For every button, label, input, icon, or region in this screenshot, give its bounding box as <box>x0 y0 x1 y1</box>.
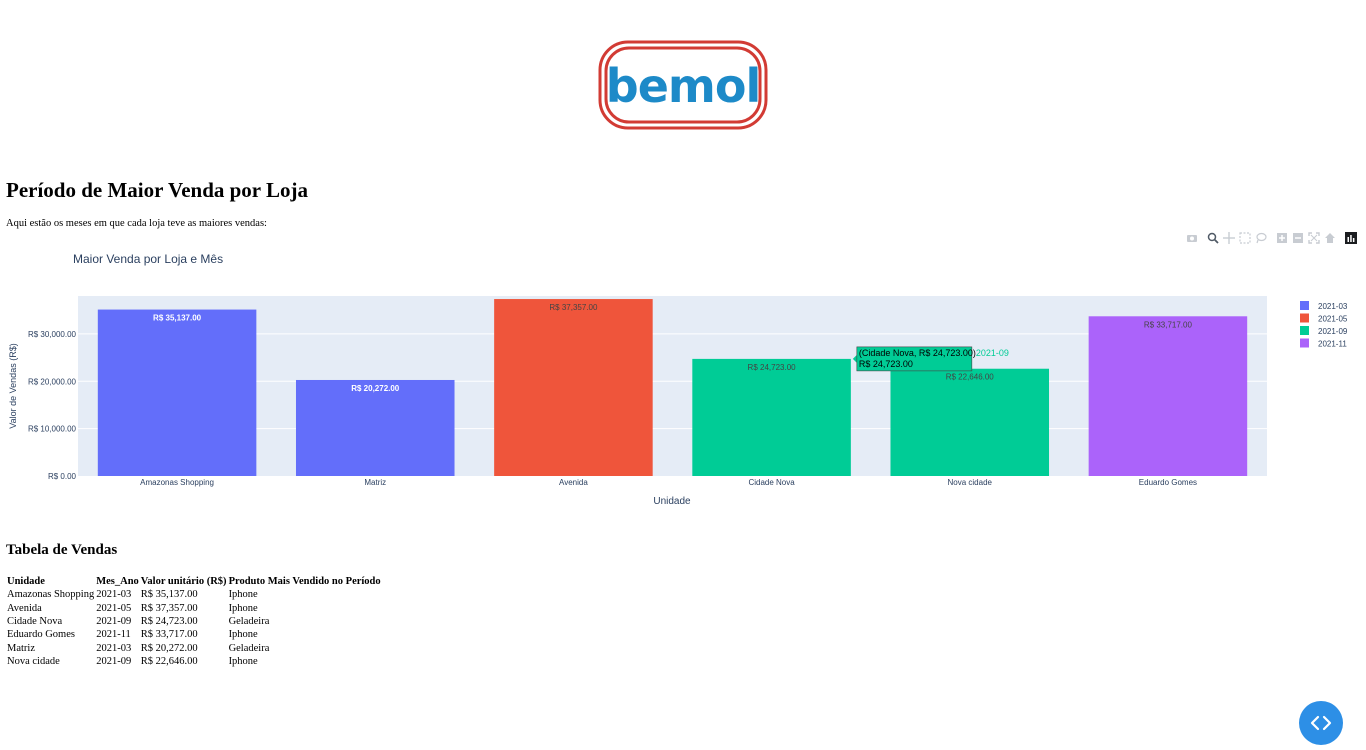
cell-produto: Iphone <box>228 602 258 614</box>
cell-mes-ano: 2021-03 <box>96 589 132 601</box>
bar-amazonas-shopping[interactable] <box>97 309 257 476</box>
chart-title: Maior Venda por Loja e Mês <box>73 252 223 266</box>
cell-valor: R$ 33,717.00 <box>140 629 198 641</box>
camera-icon[interactable] <box>1186 231 1198 249</box>
cell-unidade: Nova cidade <box>7 656 60 668</box>
cell-mes-ano: 2021-09 <box>96 615 132 627</box>
hover-tooltip: (Cidade Nova, R$ 24,723.00) R$ 24,723.00… <box>852 346 1009 372</box>
hover-line-1: (Cidade Nova, R$ 24,723.00) <box>859 348 976 358</box>
header-valor: Valor unitário (R$) <box>140 575 227 587</box>
header-unidade: Unidade <box>7 575 45 587</box>
bar-matriz[interactable] <box>295 379 455 476</box>
bar-avenida[interactable] <box>494 299 653 476</box>
cell-unidade: Matriz <box>7 642 35 654</box>
cell-produto: Iphone <box>228 629 258 641</box>
plot-area <box>78 296 1267 476</box>
bemol-logo: bemol <box>598 40 768 130</box>
table-header-row: Unidade Mes_Ano Valor unitário (R$) Prod… <box>6 574 382 588</box>
bar-value-label: R$ 20,272.00 <box>351 384 400 393</box>
cell-valor: R$ 22,646.00 <box>140 656 198 668</box>
table-row: Eduardo Gomes 2021-11 R$ 33,717.00 Iphon… <box>6 628 382 641</box>
table-row: Amazonas Shopping 2021-03 R$ 35,137.00 I… <box>6 588 382 601</box>
cell-mes-ano: 2021-05 <box>96 602 132 614</box>
y-tick-label: R$ 30,000.00 <box>28 330 77 339</box>
x-axis-title: Unidade <box>653 496 691 507</box>
y-tick-label: R$ 0.00 <box>48 472 77 481</box>
y-tick-label: R$ 10,000.00 <box>28 425 77 434</box>
intro-text: Aqui estão os meses em que cada loja tev… <box>6 218 267 229</box>
bar-value-label: R$ 22,646.00 <box>946 373 995 382</box>
x-tick-label: Amazonas Shopping <box>140 478 214 487</box>
hover-line-2: R$ 24,723.00 <box>859 359 913 369</box>
x-tick-label: Avenida <box>559 478 588 487</box>
bar-value-label: R$ 35,137.00 <box>153 314 202 323</box>
cell-unidade: Amazonas Shopping <box>7 589 95 601</box>
legend-item-label[interactable]: 2021-11 <box>1318 340 1347 349</box>
hover-series-name: 2021-09 <box>976 348 1009 358</box>
cell-valor: R$ 24,723.00 <box>140 615 198 627</box>
hover-arrow <box>852 354 857 363</box>
cell-mes-ano: 2021-09 <box>96 656 132 668</box>
y-axis-title: Valor de Vendas (R$) <box>8 343 18 428</box>
cell-valor: R$ 35,137.00 <box>140 589 198 601</box>
legend-item-label[interactable]: 2021-09 <box>1318 327 1348 336</box>
legend-swatch[interactable] <box>1300 338 1309 348</box>
bar-value-label: R$ 33,717.00 <box>1144 320 1193 329</box>
cell-produto: Geladeira <box>228 615 270 627</box>
legend-swatch[interactable] <box>1300 301 1309 310</box>
code-brackets-icon <box>1310 715 1332 731</box>
table-title: Tabela de Vendas <box>6 542 118 558</box>
autoscale-icon[interactable] <box>1308 231 1320 249</box>
box-select-icon[interactable] <box>1239 231 1251 249</box>
cell-produto: Iphone <box>228 589 258 601</box>
bar-eduardo-gomes[interactable] <box>1088 316 1248 476</box>
zoom-out-icon[interactable] <box>1292 231 1304 249</box>
x-tick-label: Eduardo Gomes <box>1139 478 1197 487</box>
pan-icon[interactable] <box>1223 231 1235 249</box>
table-row: Matriz 2021-03 R$ 20,272.00 Geladeira <box>6 642 382 655</box>
zoom-in-icon[interactable] <box>1276 231 1288 249</box>
bar-nova-cidade[interactable] <box>890 368 1050 476</box>
cell-produto: Geladeira <box>228 642 270 654</box>
cell-valor: R$ 20,272.00 <box>140 642 198 654</box>
sales-table: Unidade Mes_Ano Valor unitário (R$) Prod… <box>6 574 382 668</box>
legend-item-label[interactable]: 2021-03 <box>1318 302 1348 311</box>
x-tick-label: Matriz <box>364 478 386 487</box>
lasso-icon[interactable] <box>1255 231 1267 249</box>
zoom-icon[interactable] <box>1207 231 1219 249</box>
table-row: Cidade Nova 2021-09 R$ 24,723.00 Geladei… <box>6 615 382 628</box>
table-row: Nova cidade 2021-09 R$ 22,646.00 Iphone <box>6 655 382 668</box>
cell-unidade: Cidade Nova <box>7 615 63 627</box>
chart-legend: 2021-03 2021-05 2021-09 2021-11 <box>1300 301 1348 349</box>
home-icon[interactable] <box>1324 231 1336 249</box>
cell-unidade: Avenida <box>7 602 42 614</box>
code-toggle-button[interactable] <box>1299 701 1343 745</box>
sales-bar-chart: Maior Venda por Loja e Mês R$ 0.00 R$ 10,… <box>8 252 1348 507</box>
x-tick-label: Cidade Nova <box>748 478 795 487</box>
bar-value-label: R$ 24,723.00 <box>748 363 797 372</box>
hover-box <box>856 346 973 372</box>
y-tick-label: R$ 20,000.00 <box>28 377 77 386</box>
cell-valor: R$ 37,357.00 <box>140 602 198 614</box>
legend-swatch[interactable] <box>1300 326 1309 335</box>
legend-swatch[interactable] <box>1300 313 1309 323</box>
plotly-logo-icon[interactable] <box>1345 231 1357 249</box>
legend-item-label[interactable]: 2021-05 <box>1318 315 1348 324</box>
cell-produto: Iphone <box>228 656 258 668</box>
x-tick-label: Nova cidade <box>948 478 993 487</box>
table-row: Avenida 2021-05 R$ 37,357.00 Iphone <box>6 601 382 614</box>
header-produto: Produto Mais Vendido no Período <box>228 575 381 587</box>
cell-unidade: Eduardo Gomes <box>7 629 75 641</box>
cell-mes-ano: 2021-03 <box>96 642 132 654</box>
bar-value-label: R$ 37,357.00 <box>549 303 598 312</box>
page-title: Período de Maior Venda por Loja <box>6 178 308 202</box>
cell-mes-ano: 2021-11 <box>96 629 131 641</box>
header-mes-ano: Mes_Ano <box>96 575 139 587</box>
bar-cidade-nova[interactable] <box>692 358 851 476</box>
logo-wordmark: bemol <box>606 59 760 113</box>
